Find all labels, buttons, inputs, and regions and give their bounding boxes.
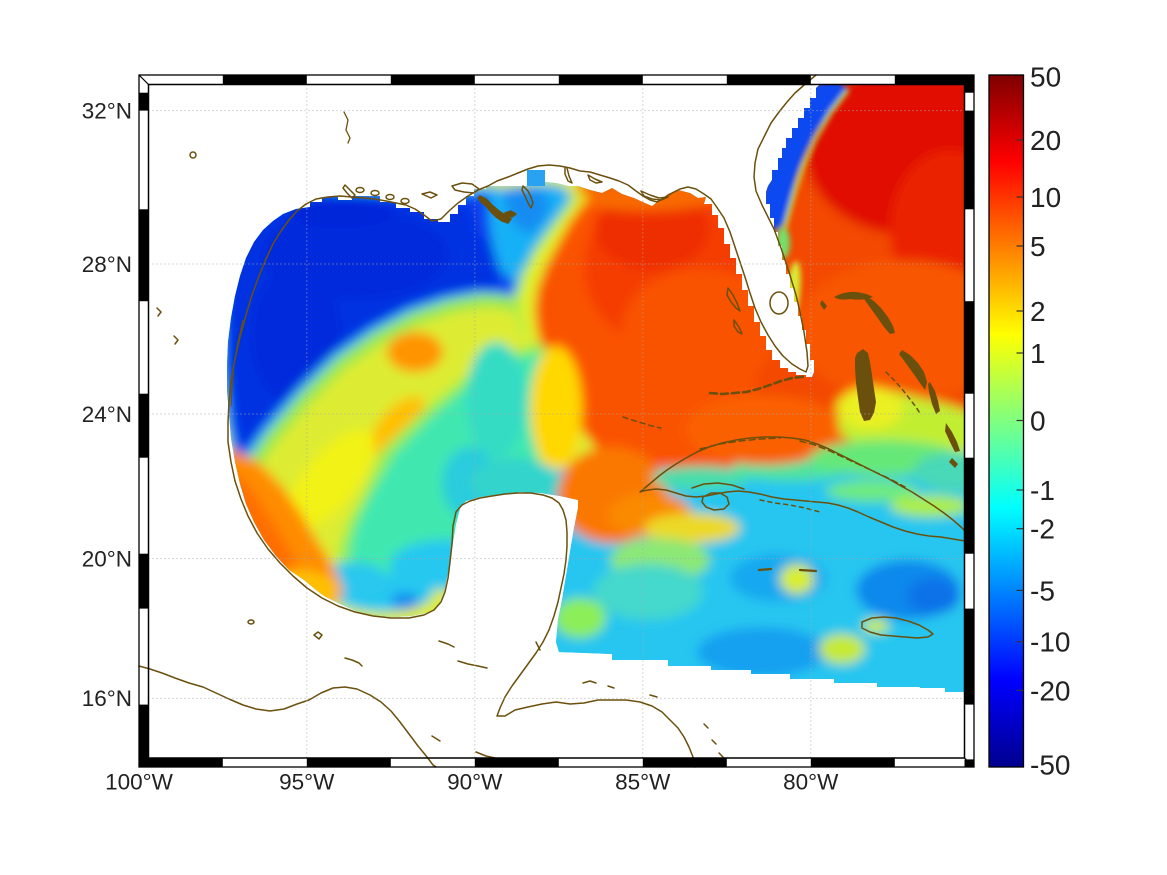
svg-text:90°W: 90°W (447, 770, 503, 795)
svg-text:5: 5 (1030, 231, 1046, 262)
svg-text:-5: -5 (1030, 576, 1055, 607)
svg-text:2: 2 (1030, 296, 1046, 327)
svg-text:24°N: 24°N (82, 402, 132, 427)
svg-text:20°N: 20°N (82, 546, 132, 571)
svg-text:100°W: 100°W (105, 770, 174, 795)
svg-text:16°N: 16°N (82, 686, 132, 711)
svg-text:0: 0 (1030, 406, 1046, 437)
svg-text:-50: -50 (1030, 750, 1070, 781)
svg-text:32°N: 32°N (82, 98, 132, 123)
svg-text:10: 10 (1030, 182, 1061, 213)
svg-text:80°W: 80°W (783, 770, 839, 795)
svg-text:1: 1 (1030, 338, 1046, 369)
svg-text:95°W: 95°W (279, 770, 335, 795)
svg-text:-2: -2 (1030, 514, 1055, 545)
svg-text:28°N: 28°N (82, 252, 132, 277)
svg-text:-1: -1 (1030, 475, 1055, 506)
svg-text:-20: -20 (1030, 676, 1070, 707)
svg-text:20: 20 (1030, 125, 1061, 156)
svg-text:50: 50 (1030, 62, 1061, 93)
svg-text:85°W: 85°W (615, 770, 671, 795)
svg-text:-10: -10 (1030, 627, 1070, 658)
